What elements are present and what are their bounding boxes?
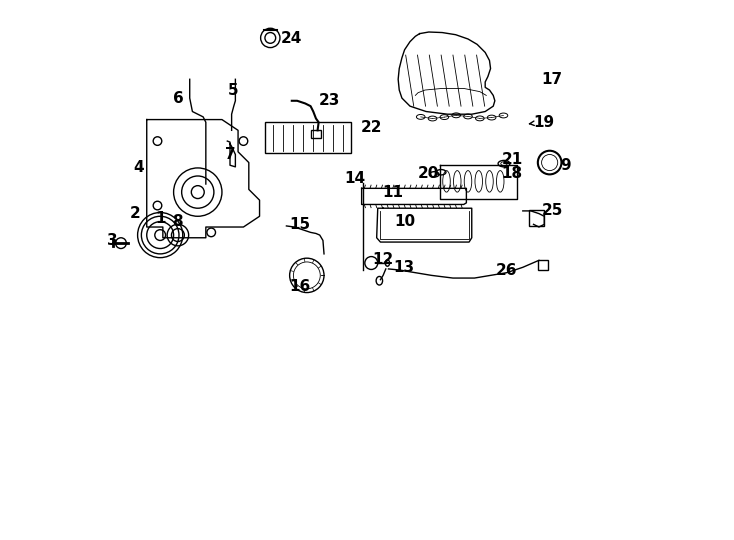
Text: 9: 9 xyxy=(561,158,571,173)
Bar xyxy=(538,260,548,270)
Text: 14: 14 xyxy=(345,171,366,186)
Text: 25: 25 xyxy=(542,204,563,218)
Text: 26: 26 xyxy=(496,262,517,278)
Bar xyxy=(310,130,321,138)
Text: 7: 7 xyxy=(225,147,236,162)
Text: 22: 22 xyxy=(360,120,382,135)
Text: 2: 2 xyxy=(129,206,140,221)
Text: 4: 4 xyxy=(134,160,144,176)
Text: 21: 21 xyxy=(501,152,523,167)
Text: 6: 6 xyxy=(172,91,184,106)
Text: 16: 16 xyxy=(289,279,310,294)
Text: 19: 19 xyxy=(534,115,555,130)
Text: 1: 1 xyxy=(155,212,165,226)
Text: 13: 13 xyxy=(393,260,414,275)
Bar xyxy=(265,122,351,153)
Text: 10: 10 xyxy=(394,214,415,229)
Text: 15: 15 xyxy=(289,217,310,232)
Text: 11: 11 xyxy=(382,185,403,200)
Text: 17: 17 xyxy=(542,72,563,87)
Text: 12: 12 xyxy=(372,252,393,267)
Text: 20: 20 xyxy=(418,166,440,181)
Text: 24: 24 xyxy=(281,31,302,46)
Text: 5: 5 xyxy=(228,83,238,98)
Text: 18: 18 xyxy=(501,166,523,181)
Text: 8: 8 xyxy=(172,214,184,229)
Bar xyxy=(529,210,545,226)
Text: 3: 3 xyxy=(106,233,117,248)
Text: 23: 23 xyxy=(319,93,340,109)
